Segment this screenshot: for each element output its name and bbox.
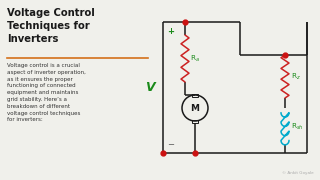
Bar <box>192 93 198 96</box>
Text: Voltage Control
Techniques for
Inverters: Voltage Control Techniques for Inverters <box>7 8 95 44</box>
Text: R$_z$: R$_z$ <box>291 71 301 82</box>
Text: +: + <box>167 26 174 35</box>
Text: M: M <box>190 103 199 112</box>
Bar <box>192 120 198 123</box>
Text: R$_a$: R$_a$ <box>190 53 200 64</box>
Text: Voltage control is a crucial
aspect of inverter operation,
as it ensures the pro: Voltage control is a crucial aspect of i… <box>7 63 86 122</box>
Text: R$_{sh}$: R$_{sh}$ <box>291 121 304 132</box>
Text: −: − <box>167 141 174 150</box>
Text: V: V <box>145 81 155 94</box>
Text: © Ankit Goyale: © Ankit Goyale <box>282 171 314 175</box>
